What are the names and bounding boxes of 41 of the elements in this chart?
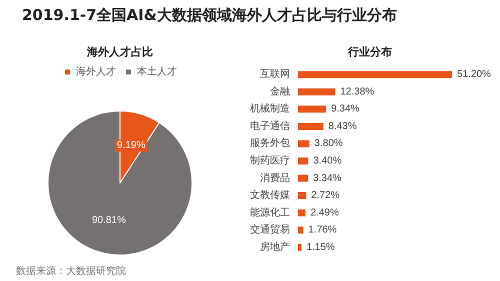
y-tick-label: 制药医疗 — [250, 154, 290, 166]
data-label: 12.38% — [340, 86, 374, 98]
source-note: 数据来源：大数据研究院 — [16, 264, 126, 278]
bar — [298, 122, 324, 130]
data-label: 3.40% — [313, 156, 342, 166]
data-label: 9.34% — [331, 104, 360, 115]
bar — [298, 192, 306, 200]
chart-title: 海外人才占比 — [86, 46, 153, 58]
y-tick-label: 金融 — [270, 85, 290, 98]
data-label: 9.19% — [116, 140, 146, 152]
data-label: 2.49% — [310, 207, 339, 218]
data-label: 8.43% — [328, 120, 357, 132]
bar — [298, 140, 310, 148]
bar — [298, 226, 304, 234]
text: 2019.1-7全国AI&大数据领域海外人才占比与行业分布 — [22, 6, 397, 25]
y-tick-label: 消费品 — [260, 172, 290, 184]
data-label: 1.76% — [308, 224, 337, 236]
y-tick-label: 互联网 — [260, 68, 290, 80]
y-tick-label: 电子通信 — [250, 120, 290, 132]
bar — [298, 71, 452, 78]
bar — [298, 106, 326, 113]
bar — [298, 209, 306, 216]
y-tick-label: 机械制造 — [250, 102, 290, 115]
bar — [298, 88, 336, 96]
bar — [298, 158, 308, 164]
data-label: 3.80% — [314, 138, 343, 150]
data-label: 2.72% — [311, 190, 340, 202]
y-tick-label: 能源化工 — [250, 206, 290, 218]
y-tick-label: 服务外包 — [250, 137, 290, 150]
data-label: 90.81% — [92, 214, 126, 226]
chart-title: 行业分布 — [347, 46, 392, 58]
y-tick-label: 交通贸易 — [250, 224, 290, 236]
legend-label: 本土人才 — [137, 66, 177, 78]
data-label: 3.34% — [313, 172, 342, 184]
legend-label: 海外人才 — [76, 66, 116, 78]
bar — [298, 244, 302, 251]
y-tick-label: 房地产 — [260, 240, 290, 253]
data-label: 51.20% — [457, 69, 492, 80]
data-label: 1.15% — [306, 242, 335, 253]
bar — [298, 174, 308, 182]
y-tick-label: 文教传媒 — [250, 189, 290, 202]
